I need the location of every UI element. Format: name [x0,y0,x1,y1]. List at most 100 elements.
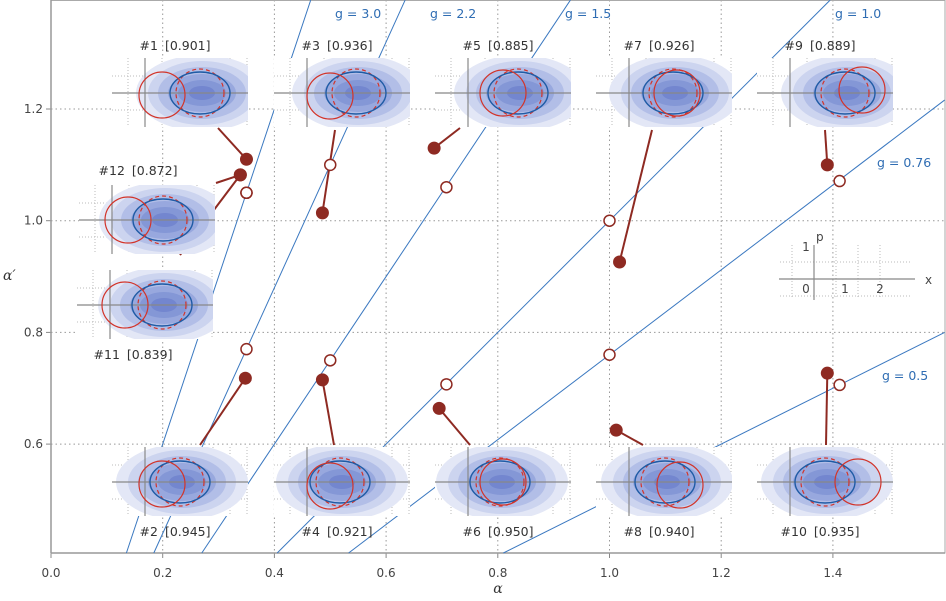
panel-fidelity: [0.940] [649,524,695,539]
inset-x-tick: 2 [876,282,884,296]
ideal-state-circle [331,68,381,118]
inset-x-tick: 0 [802,282,810,296]
measured-point [609,423,623,437]
panel-fidelity: [0.926] [649,38,695,53]
measured-point [238,371,252,385]
panel-label: #5 [0.885] [463,38,534,53]
panels [77,58,893,516]
input-state-circle [306,462,354,510]
wigner-panel [596,447,732,516]
wigner-panel [112,447,248,516]
panel-id: #5 [463,38,481,53]
ideal-state-circle [315,457,365,507]
target-point [833,174,846,188]
x-tick-label: 0.6 [377,566,396,580]
x-axis-label: α [493,581,503,597]
ideal-state-circle [138,195,188,245]
gain-line-label: g = 0.76 [877,155,931,170]
ideal-state-circle [648,68,698,118]
gain-line-label: g = 1.0 [835,6,881,21]
wigner-panel [435,58,571,127]
input-state-circle [653,69,701,117]
panel-id: #8 [624,524,642,539]
wigner-panel [596,58,732,127]
panel-id: #10 [781,524,807,539]
measured-point [820,366,834,380]
wigner-panel [77,270,213,339]
input-state-circle [838,66,886,114]
panel-fidelity: [0.945] [165,524,211,539]
measured-contour [487,71,549,115]
inset-x-tick: 1 [841,282,849,296]
gain-line [503,331,945,554]
ideal-state-circle [640,457,690,507]
ideal-state-circle [820,68,870,118]
panel-label: #1 [0.901] [140,38,211,53]
measured-contour [469,460,531,504]
gain-line-label: g = 3.0 [335,6,381,21]
measured-contour [131,283,193,327]
target-point [324,354,337,367]
target-point [603,348,616,361]
input-state-circle [138,460,186,508]
input-state-circle [306,72,354,120]
panel-fidelity: [0.901] [165,38,211,53]
target-point [240,186,253,200]
measured-contour [814,71,876,115]
input-state-circle [656,461,704,509]
panel-fidelity: [0.885] [488,38,534,53]
measured-contour [794,460,856,504]
wigner-panel [79,185,215,254]
gain-line-label: g = 2.2 [430,6,476,21]
y-tick-label: 1.0 [24,214,43,228]
target-point [833,378,846,392]
panel-id: #6 [463,524,481,539]
gain-line-label: g = 0.5 [882,368,928,383]
measured-point [820,158,834,172]
target-point [440,378,453,391]
measured-contour [642,71,704,115]
panel-label: #8 [0.940] [624,524,695,539]
target-point [324,158,337,172]
measured-point [613,255,627,269]
panel-label: #2 [0.945] [140,524,211,539]
panel-fidelity: [0.936] [327,38,373,53]
measured-point [233,168,247,182]
x-tick-label: 0.2 [153,566,172,580]
connector-line [321,379,335,446]
connector-line [199,377,247,446]
panel-id: #1 [140,38,158,53]
input-state-circle [479,458,527,506]
gain-line-label: g = 1.5 [565,6,611,21]
input-state-circle [834,458,882,506]
y-tick-label: 0.8 [24,325,43,339]
panel-label: #11 [0.839] [94,347,173,362]
ideal-state-circle [493,68,543,118]
ideal-state-circle [800,457,850,507]
panel-fidelity: [0.921] [327,524,373,539]
panel-label: #12 [0.872] [99,163,178,178]
x-tick-label: 0.0 [41,566,60,580]
connectors [179,127,829,446]
wigner-panel [274,447,410,516]
panel-label: #10 [0.935] [781,524,860,539]
measured-contour [309,460,371,504]
panel-id: #3 [302,38,320,53]
target-point [240,342,253,356]
measured-point [315,373,329,387]
input-state-circle [104,196,152,244]
panel-fidelity: [0.950] [488,524,534,539]
target-point [440,180,453,194]
panel-label: #3 [0.936] [302,38,373,53]
measured-point [315,206,329,220]
ideal-state-circle [155,457,205,507]
x-tick-label: 1.0 [600,566,619,580]
measured-point [427,141,441,155]
connector-line [438,407,471,446]
measured-contour [149,460,211,504]
panel-fidelity: [0.935] [814,524,860,539]
wigner-panel [757,447,893,516]
inset-p-label: p [816,230,824,244]
points [233,141,846,437]
